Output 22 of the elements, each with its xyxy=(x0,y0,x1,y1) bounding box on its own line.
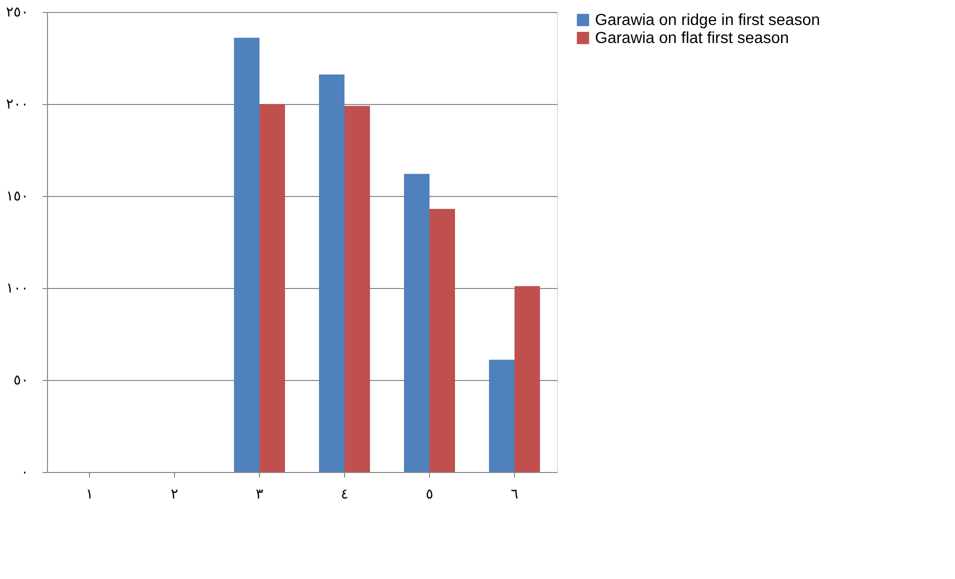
y-tick-label: ٢٠٠ xyxy=(6,96,28,112)
x-tick-label: ٦ xyxy=(510,486,518,502)
bar xyxy=(489,360,514,472)
bar xyxy=(404,174,430,472)
x-tick-label: ٤ xyxy=(340,486,348,502)
bar xyxy=(234,38,260,472)
bar xyxy=(514,286,540,472)
legend-label: Garawia on ridge in first season xyxy=(595,12,820,29)
y-tick-label: ٥٠ xyxy=(13,372,28,388)
y-tick-label: ٢٥٠ xyxy=(6,4,28,20)
legend-label: Garawia on flat first season xyxy=(595,30,789,47)
bar xyxy=(260,104,285,472)
y-tick-label: ١٥٠ xyxy=(6,188,28,204)
bar xyxy=(344,106,370,472)
bar xyxy=(430,208,455,472)
x-tick-label: ١ xyxy=(86,486,94,502)
x-tick-label: ٢ xyxy=(170,486,178,502)
y-tick-label: ١٠٠ xyxy=(6,280,28,296)
x-tick-label: ٥ xyxy=(426,486,434,502)
y-tick-label: ٠ xyxy=(20,464,28,480)
bar xyxy=(319,74,344,472)
x-tick-label: ٣ xyxy=(256,486,264,502)
